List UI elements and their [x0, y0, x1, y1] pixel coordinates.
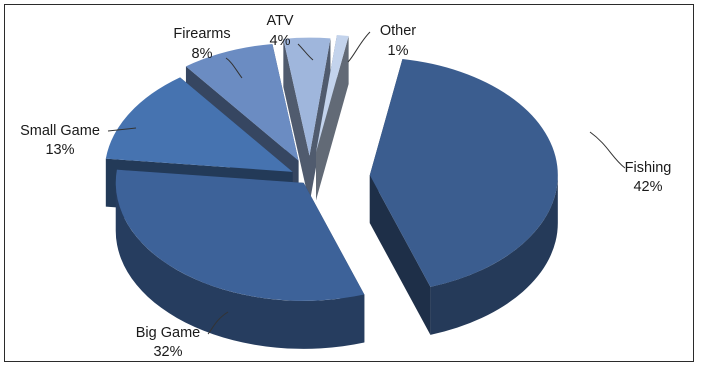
leader-line-big-game	[207, 311, 229, 335]
slice-label-name: Fishing	[625, 160, 672, 176]
slice-outer-wall	[115, 182, 365, 349]
slice-top	[369, 58, 558, 287]
leader-line-fishing	[589, 131, 626, 169]
pie-slice-big-game	[115, 169, 365, 349]
slice-label-value: 8%	[192, 46, 213, 62]
pie-slices	[105, 34, 558, 349]
leader-line-other	[347, 31, 371, 63]
slice-label-name: Other	[380, 23, 416, 39]
slice-side-wall	[309, 38, 331, 204]
slice-side-wall	[315, 36, 349, 201]
slice-label-name: Small Game	[20, 123, 100, 139]
slice-top	[115, 169, 365, 301]
pie-labels: Fishing 42% Big Game 32% Small Game 13% …	[20, 13, 671, 360]
pie-slice-fishing	[369, 58, 558, 335]
leader-line-atv	[297, 43, 314, 61]
leader-line-small-game	[107, 127, 137, 132]
slice-label-name: Firearms	[173, 26, 230, 42]
slice-label-name: Big Game	[136, 325, 200, 341]
slice-label-value: 4%	[270, 33, 291, 49]
slice-top	[105, 77, 293, 172]
slice-label-value: 1%	[388, 43, 409, 59]
pie-slice-atv	[283, 37, 331, 204]
slice-label-name: ATV	[266, 13, 293, 29]
slice-side-wall	[369, 175, 431, 335]
slice-label-value: 42%	[633, 179, 662, 195]
slice-outer-wall	[430, 175, 558, 335]
leader-lines	[107, 31, 626, 335]
leader-line-firearms	[225, 57, 243, 79]
slice-top	[185, 43, 299, 161]
slice-top	[283, 37, 331, 156]
slice-label-value: 32%	[153, 344, 182, 360]
slice-top	[315, 34, 349, 153]
slice-side-wall	[283, 38, 310, 204]
slice-label-value: 13%	[45, 142, 74, 158]
pie-slice-other	[315, 34, 349, 201]
